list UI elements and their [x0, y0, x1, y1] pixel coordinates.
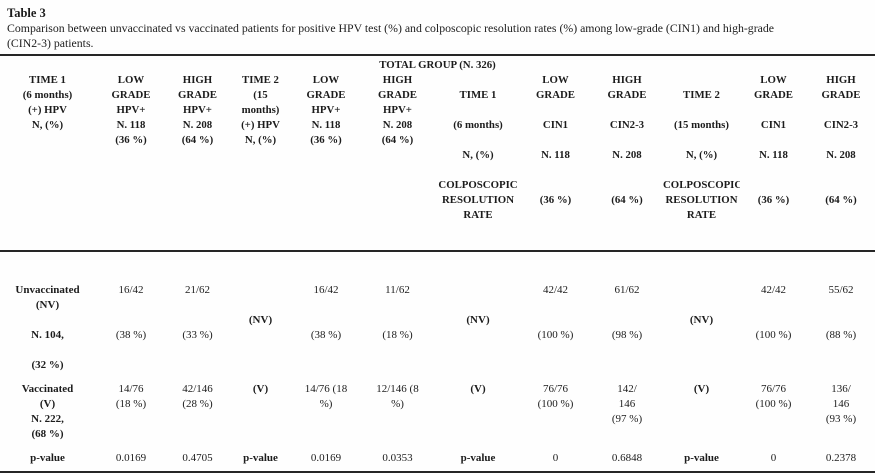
- table-row-vaccinated: Vaccinated (V) N. 222, (68 %) 14/76 (18 %) 4…: [0, 382, 875, 442]
- column-header-lowgrade-cin1-2: LOW GRADE CIN1 N. 118 (36 %): [754, 74, 793, 206]
- column-header-time1-colposcopic: TIME 1 (6 months) N, (%) COLPOSCOPIC RESO…: [438, 89, 518, 221]
- caption-line-1: Comparison between unvaccinated vs vacci…: [7, 21, 775, 35]
- column-header-highgrade-hpv-2: HIGH GRADE HPV+ N. 208 (64 %): [378, 74, 417, 146]
- table-cell: 14/76 (18%): [304, 382, 348, 410]
- table-cell: 42/42 (100 %): [755, 283, 792, 341]
- table-cell: 11/62 (18 %): [382, 283, 413, 341]
- table-cell: 42/146 (28 %): [182, 382, 213, 410]
- top-rule: [0, 54, 875, 56]
- header-rule: [0, 250, 875, 252]
- table-cell: 76/76 (100 %): [537, 382, 574, 410]
- table-cell: (V): [693, 382, 710, 395]
- table-cell: 0.0353: [382, 451, 413, 464]
- table-cell: 136/146 (93 %): [825, 382, 857, 425]
- column-header-highgrade-cin23-2: HIGH GRADE CIN2-3 N. 208 (64 %): [821, 74, 861, 206]
- table-cell: (V): [470, 382, 486, 395]
- table-cell: 16/42 (38 %): [115, 283, 147, 341]
- table-cell: (V): [252, 382, 269, 395]
- table-cell: 16/42 (38 %): [310, 283, 342, 341]
- column-header-lowgrade-cin1-1: LOW GRADE CIN1 N. 118 (36 %): [536, 74, 575, 206]
- table-row-pvalue: p-value 0.0169 0.4705 p-value 0.0169 0.0…: [0, 451, 875, 466]
- column-header-time2-hpv: TIME 2 (15 months) (+) HPV N, (%): [241, 74, 280, 146]
- table-cell: (NV): [466, 313, 490, 326]
- pvalue-label: p-value: [243, 451, 278, 464]
- pvalue-label: p-value: [684, 451, 719, 464]
- table-cell: 42/42 (100 %): [537, 283, 574, 341]
- column-header-time2-colposcopic: TIME 2 (15 months) N, (%) COLPOSCOPIC RES…: [663, 89, 740, 221]
- table-cell: 14/76 (18 %): [115, 382, 147, 410]
- pvalue-label: p-value: [30, 451, 65, 464]
- column-header-lowgrade-hpv-1: LOW GRADE HPV+ N. 118 (36 %): [111, 74, 151, 146]
- table-cell: 0.0169: [115, 451, 147, 464]
- pvalue-label: p-value: [460, 451, 496, 464]
- table-cell: 61/62 (98 %): [611, 283, 643, 341]
- row-label-vaccinated: Vaccinated (V) N. 222, (68 %): [21, 382, 74, 440]
- column-header-time1-hpv: TIME 1 (6 months) (+) HPV N, (%): [22, 74, 73, 131]
- table-cell: 76/76 (100 %): [755, 382, 792, 410]
- column-header-highgrade-hpv-1: HIGH GRADE HPV+ N. 208 (64 %): [178, 74, 217, 146]
- table-cell: 142/146 (97 %): [611, 382, 643, 425]
- table-cell: 0.2378: [825, 451, 857, 464]
- table-cell: (NV): [689, 313, 714, 326]
- table-row-unvaccinated: Unvaccinated (NV) N. 104, (32 %) 16/42 (3…: [0, 283, 875, 373]
- table-cell: 0.4705: [182, 451, 213, 464]
- table-cell: 12/146 (8%): [376, 382, 419, 410]
- table-cell: 0: [770, 451, 777, 464]
- table-cell: 0: [552, 451, 559, 464]
- row-label-unvaccinated: Unvaccinated (NV) N. 104, (32 %): [15, 283, 80, 371]
- table-cell: 21/62 (33 %): [182, 283, 213, 341]
- table-cell: 0.6848: [611, 451, 643, 464]
- table-cell: 55/62 (88 %): [825, 283, 857, 341]
- table-cell: 0.0169: [310, 451, 342, 464]
- table-header-row: TIME 1 (6 months) (+) HPV N, (%) LOW GRADE HP…: [0, 73, 875, 223]
- column-header-lowgrade-hpv-2: LOW GRADE HPV+ N. 118 (36 %): [306, 74, 346, 146]
- total-group-header: TOTAL GROUP (N. 326): [379, 59, 496, 71]
- caption-line-2: (CIN2-3) patients.: [7, 36, 94, 50]
- table-cell: (NV): [248, 313, 273, 326]
- bottom-rule: [0, 470, 875, 473]
- column-header-highgrade-cin23-1: HIGH GRADE CIN2-3 N. 208 (64 %): [607, 74, 647, 206]
- table-caption: Comparison between unvaccinated vs vacci…: [7, 21, 868, 51]
- table-label: Table 3: [7, 6, 46, 20]
